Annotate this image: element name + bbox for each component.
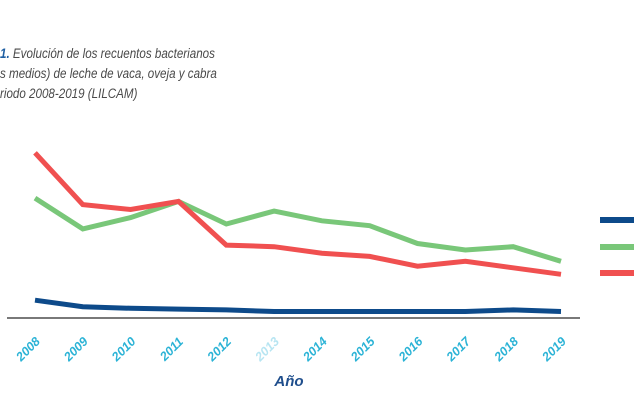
- title-line-1: 1. Evolución de los recuentos bacteriano…: [0, 44, 258, 64]
- figure-number: 1.: [0, 46, 10, 61]
- x-tick-label: 2018: [491, 334, 521, 364]
- title-line-2: s medios) de leche de vaca, oveja y cabr…: [0, 66, 217, 81]
- title-text-1: Evolución de los recuentos bacterianos: [9, 46, 215, 61]
- x-tick-label: 2013: [252, 334, 282, 364]
- x-tick-label: 2009: [60, 334, 90, 364]
- x-tick-label: 2014: [300, 334, 330, 364]
- x-tick-label: 2017: [443, 334, 474, 365]
- x-tick-label: 2008: [13, 334, 43, 364]
- x-tick-label: 2011: [156, 335, 186, 365]
- x-tick-label: 2015: [347, 334, 378, 365]
- x-axis-label: Año: [273, 373, 303, 390]
- x-tick-labels: 2008 2009 2010 2011 2012 2013 2014 2015 2016 2017…: [13, 334, 569, 365]
- series-layer: [33, 151, 562, 314]
- x-tick-label: 2016: [395, 334, 426, 365]
- series-line-green: [33, 195, 562, 264]
- chart-title: 1. Evolución de los recuentos bacteriano…: [0, 44, 300, 104]
- x-tick-label: 2012: [204, 334, 234, 364]
- legend: [600, 217, 634, 276]
- title-line-3: riodo 2008-2019 (LILCAM): [0, 86, 138, 101]
- x-tick-label: 2010: [108, 334, 138, 364]
- series-line-blue: [34, 297, 562, 314]
- x-tick-label: 2019: [539, 334, 569, 364]
- series-line-red: [33, 151, 562, 277]
